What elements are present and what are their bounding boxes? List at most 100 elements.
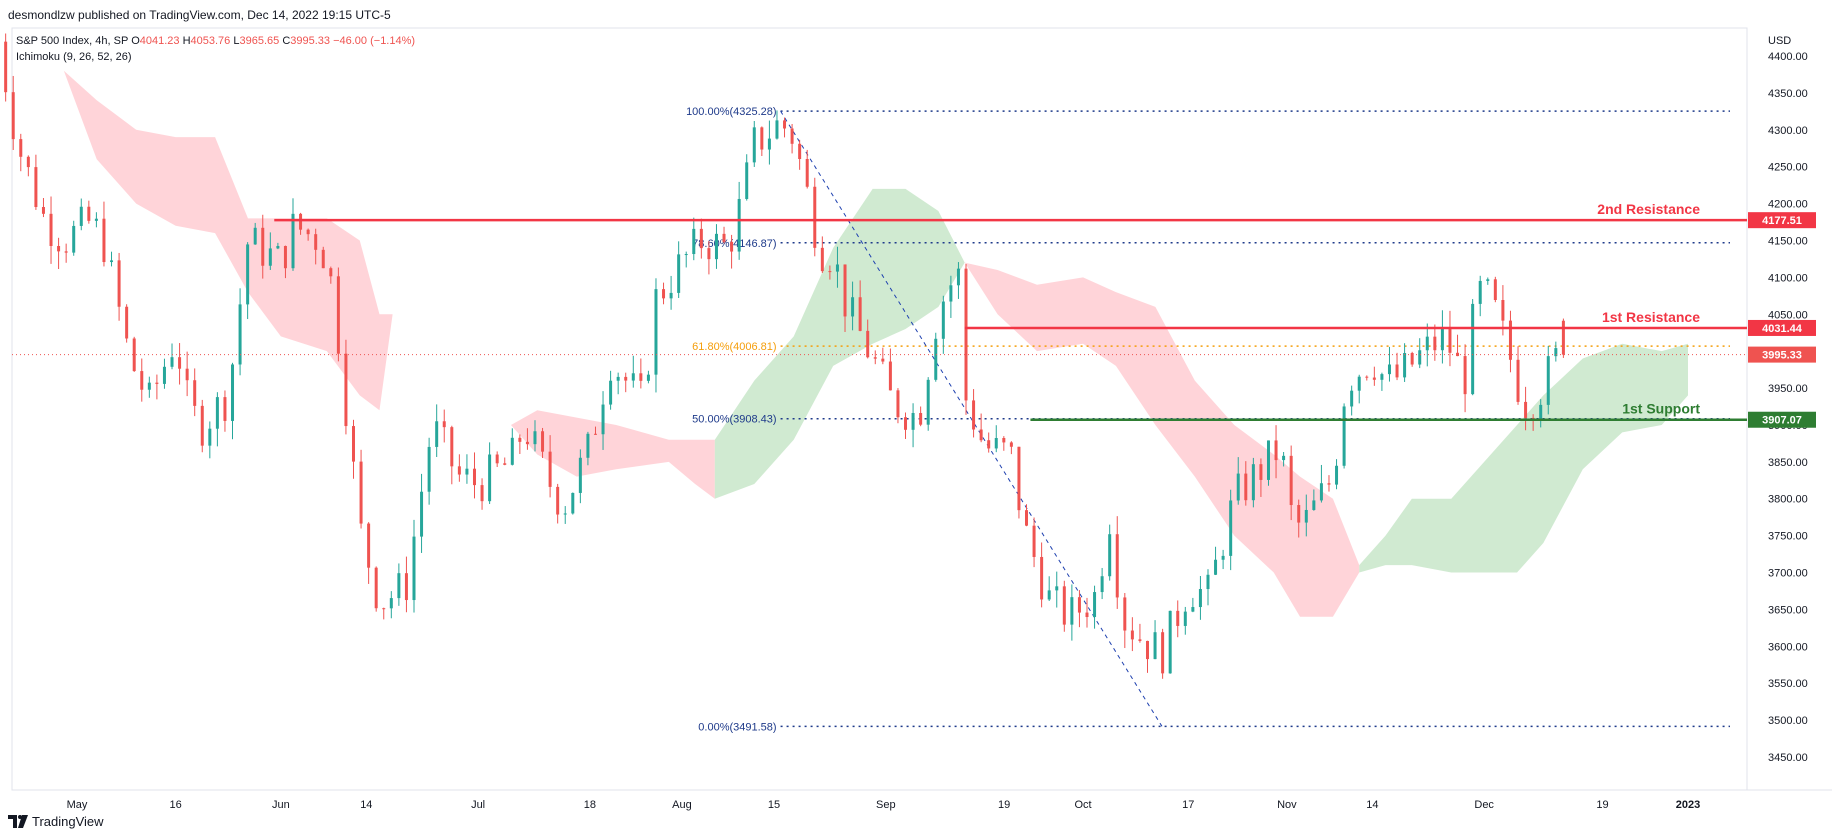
candle-body — [571, 492, 575, 514]
candle-body — [1108, 534, 1112, 577]
candle-body — [972, 400, 976, 430]
brand[interactable]: TradingView — [8, 814, 104, 829]
candle-body — [775, 120, 779, 139]
candle-body — [1342, 406, 1346, 466]
close-value: 3995.33 — [290, 35, 331, 47]
candle-body — [1138, 639, 1142, 641]
candle-body — [1282, 455, 1286, 461]
candle-body — [941, 301, 945, 339]
candle-body — [919, 412, 923, 425]
candle-body — [155, 382, 159, 384]
fib-level-label: 78.60%(4146.87) — [692, 238, 776, 250]
candle-body — [1471, 303, 1475, 395]
candle-body — [1350, 390, 1354, 407]
candle-body — [1425, 336, 1429, 351]
y-tick-label: 4400.00 — [1768, 51, 1808, 63]
fib-level-label: 50.00%(3908.43) — [692, 414, 776, 426]
candle-body — [427, 446, 431, 492]
candle-body — [979, 429, 983, 441]
candle-body — [412, 536, 416, 601]
candle-body — [692, 228, 696, 255]
candle-body — [1546, 356, 1550, 405]
candle-body — [631, 373, 635, 381]
y-tick-label: 4200.00 — [1768, 199, 1808, 211]
x-tick-label: 14 — [360, 799, 372, 811]
candle-body — [306, 229, 310, 235]
change-value: −46.00 (−1.14%) — [333, 35, 416, 47]
candle-body — [208, 428, 212, 446]
ichimoku-cloud-bearish — [63, 70, 393, 411]
candle-body — [601, 404, 605, 435]
candle-body — [49, 213, 53, 247]
candle-body — [609, 380, 613, 405]
candle-body — [34, 167, 38, 208]
close-label: C — [282, 35, 291, 47]
candle-body — [639, 373, 643, 381]
x-tick-label: 19 — [1596, 799, 1608, 811]
y-tick-label: 4350.00 — [1768, 88, 1808, 100]
candle-body — [1093, 592, 1097, 618]
candle-body — [238, 304, 242, 365]
candle-body — [1206, 574, 1210, 590]
candle-body — [525, 441, 529, 445]
candle-body — [503, 463, 507, 465]
candle-body — [11, 92, 15, 140]
symbol-legend[interactable]: S&P 500 Index, 4h, SP O4041.23 H4053.76 … — [16, 35, 415, 47]
candle-body — [578, 457, 582, 493]
candle-body — [1244, 473, 1248, 501]
candle-body — [162, 366, 166, 384]
published-caption: desmondlzw published on TradingView.com,… — [8, 8, 391, 22]
candle-body — [1032, 525, 1036, 557]
candle-body — [745, 162, 749, 199]
candle-body — [367, 523, 371, 568]
candle-body — [291, 213, 295, 269]
candle-body — [1047, 590, 1051, 600]
candle-body — [624, 376, 628, 381]
candle-body — [707, 248, 711, 260]
candle-body — [132, 338, 136, 372]
candle-body — [117, 260, 121, 307]
level-price-tag — [1748, 411, 1816, 428]
candle-body — [1312, 500, 1316, 510]
candle-body — [404, 573, 408, 601]
candle-body — [299, 213, 303, 230]
y-tick-label: 4250.00 — [1768, 162, 1808, 174]
candle-body — [1319, 483, 1323, 501]
y-tick-label: 4100.00 — [1768, 272, 1808, 284]
candle-body — [1266, 440, 1270, 480]
candle-body — [442, 421, 446, 428]
candle-body — [193, 380, 197, 406]
candle-body — [495, 454, 499, 464]
candle-body — [1418, 350, 1422, 365]
candle-body — [541, 431, 545, 452]
y-tick-label: 3800.00 — [1768, 494, 1808, 506]
candle-body — [684, 254, 688, 256]
candle-body — [185, 368, 189, 381]
candle-body — [1025, 510, 1029, 526]
candle-body — [488, 454, 492, 502]
x-tick-label: 19 — [998, 799, 1010, 811]
candle-body — [1554, 348, 1558, 357]
candle-body — [140, 371, 144, 390]
candle-body — [170, 357, 174, 367]
candle-body — [1380, 374, 1384, 380]
open-label: O — [131, 35, 140, 47]
candle-body — [820, 247, 824, 272]
candle-body — [956, 268, 960, 286]
candle-body — [813, 186, 817, 248]
candle-body — [465, 468, 469, 475]
candle-body — [669, 292, 673, 299]
indicator-legend[interactable]: Ichimoku (9, 26, 52, 26) — [16, 51, 132, 63]
candle-body — [72, 225, 76, 253]
y-tick-label: 4300.00 — [1768, 125, 1808, 137]
plot-border — [11, 27, 1748, 791]
candle-body — [1183, 611, 1187, 626]
candle-body — [911, 412, 915, 430]
candles — [4, 33, 1565, 679]
open-value: 4041.23 — [139, 35, 180, 47]
candle-body — [389, 598, 393, 609]
candle-body — [1486, 279, 1490, 281]
candle-body — [1229, 500, 1233, 556]
candle-body — [1524, 401, 1528, 418]
